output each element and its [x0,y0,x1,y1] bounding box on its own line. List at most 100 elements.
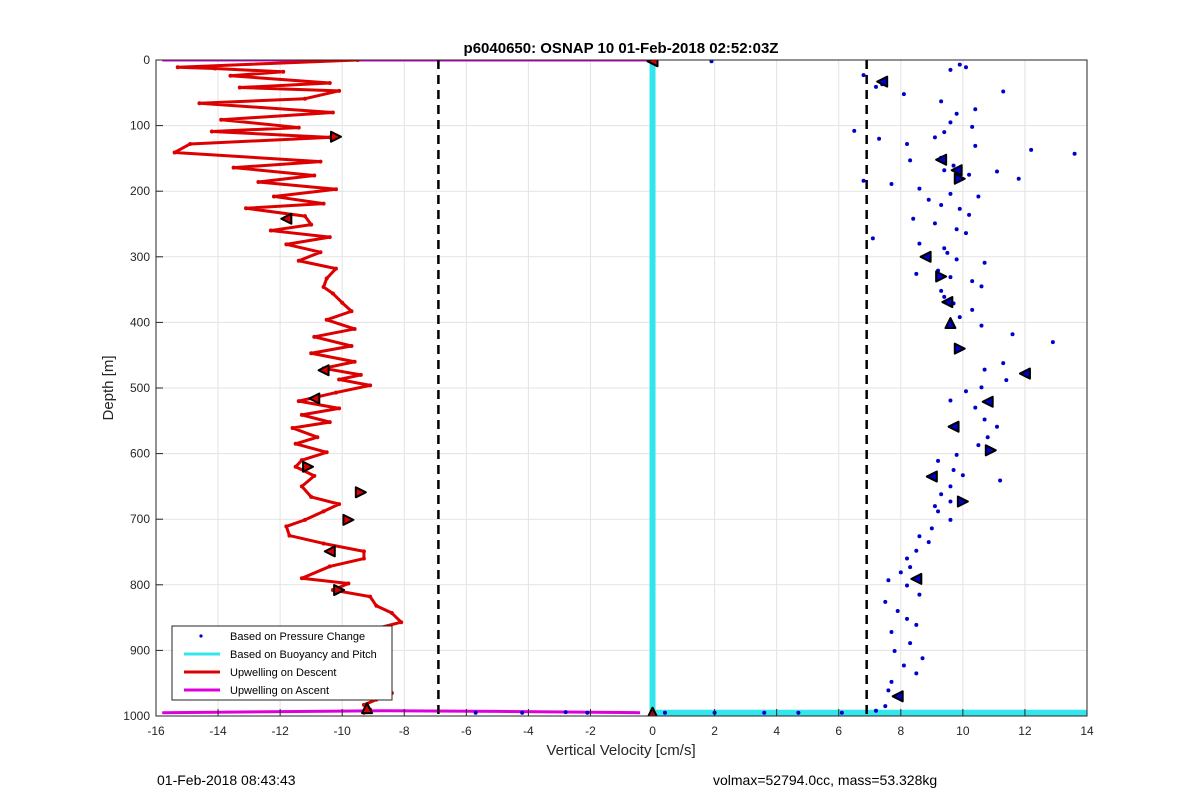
pressure-point [957,62,962,67]
y-tick-label: 900 [130,643,150,657]
descent-point [349,309,354,314]
legend-swatch-pressure [199,634,203,638]
y-tick-label: 0 [143,53,150,67]
x-tick-label: -2 [585,724,596,738]
descent-point [337,88,342,93]
pressure-point [963,389,968,394]
descent-point [327,80,332,85]
y-axis-ticks: 0 100 200 300 400 500 600 700 800 900 1000 [123,53,163,723]
descent-point [337,377,342,382]
descent-point [284,524,289,529]
direction-marker [919,250,932,263]
direction-marker [1018,367,1031,380]
descent-point [368,383,373,388]
descent-point [374,603,379,608]
descent-point [321,541,326,546]
direction-marker [302,460,315,473]
descent-point [309,351,314,356]
descent-point [296,125,301,130]
descent-point [318,159,323,164]
descent-point [290,426,295,431]
descent-point [293,464,298,469]
pressure-point [662,710,667,715]
legend-box [171,625,393,701]
y-tick-label: 500 [130,381,150,395]
direction-marker [361,702,374,715]
pressure-point [911,216,916,221]
legend-label-buoyancy: Based on Buoyancy and Pitch [230,649,377,661]
direction-marker [646,60,659,68]
descent-point [284,242,289,247]
descent-point [299,484,304,489]
direction-marker [910,572,923,585]
footer-volmax-mass: volmax=52794.0cc, mass=53.328kg [713,772,938,788]
pressure-point [1010,332,1015,337]
y-tick-label: 100 [130,119,150,133]
grid [156,60,1087,716]
descent-point [337,502,342,507]
descent-point [312,173,317,178]
descent-point [399,620,404,625]
pressure-point [914,271,919,276]
descent-point [327,235,332,240]
pressure-point [995,169,1000,174]
pressure-point [973,405,978,410]
pressure-point [889,630,894,635]
pressure-point [973,107,978,112]
pressure-point [914,548,919,553]
pressure-point [939,492,944,497]
pressure-point [932,504,937,509]
pressure-point [967,172,972,177]
pressure-point [939,288,944,293]
descent-point [361,549,366,554]
descent-point [333,390,338,395]
descent-point [271,194,276,199]
pressure-point [939,202,944,207]
pressure-point [585,710,590,715]
pressure-point [970,307,975,312]
descent-point [324,450,329,455]
pressure-point [914,671,919,676]
descent-point [340,300,345,305]
pressure-point [861,178,866,183]
legend-label-pressure: Based on Pressure Change [230,631,365,643]
descent-point [315,435,320,440]
pressure-point [901,663,906,668]
direction-marker [308,392,321,405]
pressure-point [1072,151,1077,156]
descent-point [212,66,217,71]
x-tick-label: 2 [711,724,718,738]
descent-point [296,258,301,263]
direction-marker [944,317,957,330]
pressure-point [762,710,767,715]
pressure-point [954,452,959,457]
descent-point [197,101,202,106]
x-tick-label: -12 [271,724,289,738]
pressure-point [1029,147,1034,152]
pressure-point [889,679,894,684]
pressure-point [951,468,956,472]
x-tick-label: -14 [209,724,227,738]
pressure-point [970,279,975,284]
descent-point [330,110,335,115]
descent-point [318,250,323,255]
pressure-point [948,191,953,196]
pressure-point [948,499,953,504]
descent-point [175,65,180,70]
descent-point [327,420,332,425]
y-tick-label: 700 [130,512,150,526]
descent-point [237,85,242,90]
pressure-point [905,616,910,621]
descent-point [346,581,351,586]
descent-point [321,201,326,206]
x-axis-ticks: -16 -14 -12 -10 -8 -6 -4 -2 0 2 4 6 8 10 12 14 [147,709,1094,738]
y-axis-label: Depth [m] [100,355,117,420]
descent-point [268,228,273,233]
descent-point [361,556,366,561]
descent-point [333,187,338,192]
pressure-point [905,556,910,561]
pressure-point [901,92,906,97]
descent-point [312,473,317,478]
descent-point [302,214,307,219]
x-tick-label: -6 [461,724,472,738]
